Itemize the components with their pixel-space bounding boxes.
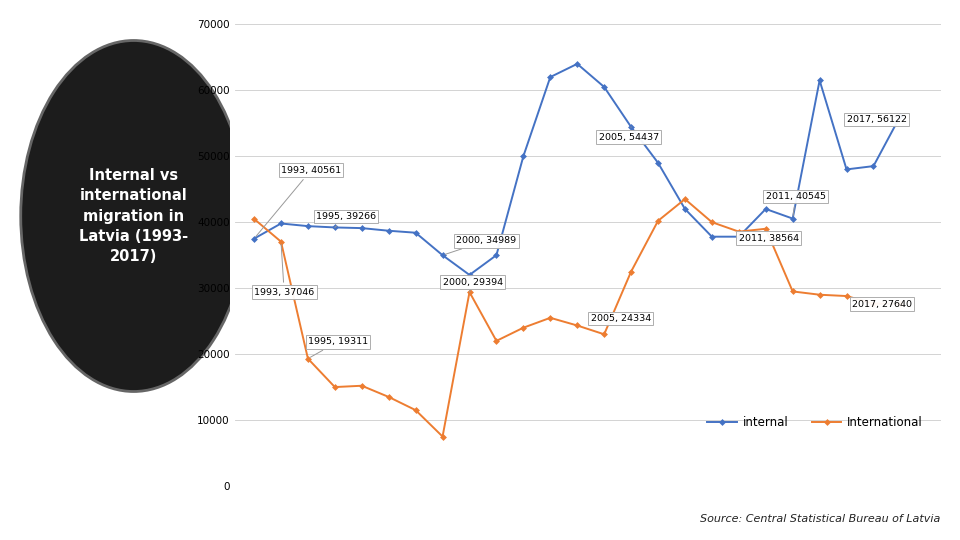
International (841, 293, 852, 299)
International (437, 433, 448, 440)
Text: 1993, 40561: 1993, 40561 (255, 166, 341, 237)
International (276, 239, 287, 245)
International (652, 218, 663, 224)
Text: 1993, 37046: 1993, 37046 (254, 245, 314, 296)
International (868, 300, 879, 307)
International (383, 394, 395, 400)
internal (410, 230, 421, 236)
internal (329, 224, 341, 231)
internal (895, 113, 906, 119)
internal (707, 233, 718, 240)
internal (571, 60, 583, 67)
internal (598, 84, 610, 90)
internal (652, 160, 663, 166)
internal (249, 235, 260, 242)
Legend: internal, International: internal, International (703, 411, 928, 434)
internal (517, 153, 529, 159)
Text: Internal vs
international
migration in
Latvia (1993-
2017): Internal vs international migration in L… (79, 168, 188, 264)
International (571, 322, 583, 329)
internal (868, 163, 879, 170)
internal (302, 223, 314, 230)
Line: International: International (252, 197, 902, 439)
Text: 2017, 56122: 2017, 56122 (847, 115, 906, 124)
International (410, 407, 421, 414)
internal (356, 225, 368, 231)
Line: internal: internal (252, 62, 902, 278)
International (464, 289, 475, 295)
International (329, 384, 341, 390)
internal (464, 272, 475, 278)
Ellipse shape (21, 40, 247, 392)
internal (625, 124, 636, 130)
International (679, 196, 690, 202)
International (814, 292, 826, 298)
Text: 2011, 40545: 2011, 40545 (766, 192, 826, 216)
International (302, 355, 314, 362)
International (760, 226, 772, 232)
internal (841, 166, 852, 173)
internal (491, 252, 502, 259)
Text: 2005, 24334: 2005, 24334 (590, 314, 651, 325)
Text: 1995, 39266: 1995, 39266 (316, 212, 376, 227)
internal (787, 215, 799, 222)
internal (437, 252, 448, 259)
internal (733, 233, 745, 240)
International (707, 219, 718, 225)
International (787, 288, 799, 295)
Text: 2005, 54437: 2005, 54437 (599, 127, 659, 141)
Text: Source: Central Statistical Bureau of Latvia: Source: Central Statistical Bureau of La… (701, 514, 941, 524)
International (598, 331, 610, 338)
International (733, 228, 745, 235)
internal (383, 227, 395, 234)
Text: 2011, 38564: 2011, 38564 (739, 234, 799, 242)
internal (814, 77, 826, 84)
Text: 1995, 19311: 1995, 19311 (308, 337, 368, 357)
Text: 2000, 34989: 2000, 34989 (445, 237, 516, 254)
internal (760, 206, 772, 212)
internal (276, 220, 287, 227)
Text: 2017, 27640: 2017, 27640 (852, 300, 912, 308)
International (249, 215, 260, 222)
International (491, 338, 502, 344)
International (895, 300, 906, 307)
International (544, 315, 556, 321)
internal (679, 206, 690, 212)
International (517, 325, 529, 331)
International (356, 382, 368, 389)
International (625, 268, 636, 275)
internal (544, 74, 556, 80)
Text: 2000, 29394: 2000, 29394 (443, 278, 503, 292)
